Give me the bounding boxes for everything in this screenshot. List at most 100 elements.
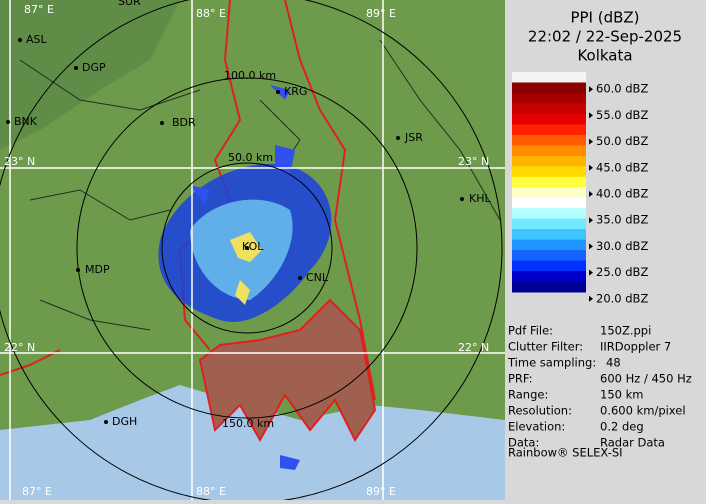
lon-label: 88° E — [196, 485, 226, 498]
delta — [198, 298, 377, 443]
info-label: PRF: — [508, 372, 533, 386]
ring-label: 100.0 km — [224, 69, 276, 82]
color-step — [512, 155, 586, 167]
city-dot — [6, 120, 10, 124]
info-label: Clutter Filter: — [508, 340, 583, 354]
legend-label: 50.0 dBZ — [596, 134, 648, 148]
lat-label: 22° N — [4, 341, 35, 354]
time: 22:02 / 22-Sep-2025 — [528, 28, 682, 46]
info-value: 0.2 deg — [600, 420, 644, 434]
legend-label: 25.0 dBZ — [596, 265, 648, 279]
echo-core — [230, 232, 262, 305]
info-value: 150Z.ppi — [600, 324, 651, 338]
city-dot — [104, 420, 108, 424]
color-step — [512, 145, 586, 157]
color-step — [512, 281, 586, 293]
city-label: KOL — [242, 240, 264, 253]
color-step — [512, 250, 586, 262]
city-label: DGP — [82, 61, 106, 74]
legend-arrow — [589, 112, 593, 119]
info-value: Radar Data — [600, 436, 665, 450]
city-label: BDR — [172, 116, 196, 129]
city-dot — [245, 246, 249, 250]
color-step — [512, 239, 586, 251]
legend-arrow — [589, 86, 593, 93]
legend-label: 55.0 dBZ — [596, 108, 648, 122]
city-label: KRG — [284, 85, 307, 98]
legend-label: 35.0 dBZ — [596, 213, 648, 227]
color-step — [512, 124, 586, 136]
city-label: SUR — [118, 0, 141, 8]
color-step — [512, 187, 586, 199]
color-step — [512, 134, 586, 146]
legend-label: 20.0 dBZ — [596, 291, 648, 305]
color-step — [512, 103, 586, 115]
ring-label: 150.0 km — [222, 417, 274, 430]
city-dot — [396, 136, 400, 140]
color-step — [512, 72, 586, 83]
lat-label: 23° N — [458, 155, 489, 168]
land-dark — [0, 0, 180, 150]
lon-label: 89° E — [366, 485, 396, 498]
color-step — [512, 166, 586, 178]
legend-arrow — [589, 217, 593, 224]
legend-label: 40.0 dBZ — [596, 187, 648, 201]
city-dot — [74, 66, 78, 70]
info-label: Elevation: — [508, 420, 565, 434]
lon-label: 87° E — [24, 3, 54, 16]
city-dot — [76, 268, 80, 272]
city-label: CNL — [306, 271, 329, 284]
info-label: Pdf File: — [508, 324, 553, 338]
map: ASL DGP BNK BDR KRG JSR KHL MDP KOL CNL … — [0, 0, 505, 504]
city-dot — [460, 197, 464, 201]
city-label: MDP — [85, 263, 110, 276]
info-label: Range: — [508, 388, 548, 402]
color-step — [512, 176, 586, 188]
color-step — [512, 218, 586, 230]
city-dot — [18, 38, 22, 42]
info-value: 600 Hz / 450 Hz — [600, 372, 692, 386]
ring-label: 50.0 km — [228, 151, 273, 164]
lon-label: 88° E — [196, 7, 226, 20]
legend-arrow — [589, 138, 593, 145]
color-step — [512, 113, 586, 125]
color-step — [512, 271, 586, 283]
lon-label: 89° E — [366, 7, 396, 20]
legend-label: 45.0 dBZ — [596, 160, 648, 174]
info-value: 0.600 km/pixel — [600, 404, 686, 418]
city-label: DGH — [112, 415, 137, 428]
legend-arrow — [589, 243, 593, 250]
title: PPI (dBZ) — [570, 9, 639, 27]
city-dot — [298, 276, 302, 280]
footer: Rainbow® SELEX-SI — [508, 446, 623, 460]
info-value: IIRDoppler 7 — [600, 340, 671, 354]
range-ring — [76, 77, 418, 419]
city-dot — [276, 90, 280, 94]
side-panel: PPI (dBZ) 22:02 / 22-Sep-2025 Kolkata 60… — [505, 0, 706, 500]
legend-arrow — [589, 295, 593, 302]
legend-label: 30.0 dBZ — [596, 239, 648, 253]
info-value: 48 — [606, 356, 621, 370]
legend-arrow — [589, 269, 593, 276]
color-step — [512, 229, 586, 241]
district-border — [19, 39, 501, 331]
station: Kolkata — [577, 47, 632, 65]
color-step — [512, 208, 586, 220]
color-step — [512, 92, 586, 104]
legend-arrow — [589, 191, 593, 197]
lat-label: 22° N — [458, 341, 489, 354]
city-label: BNK — [14, 115, 38, 128]
color-step — [512, 197, 586, 209]
lat-label: 23° N — [4, 155, 35, 168]
info-value: 150 km — [600, 388, 643, 402]
legend: 60.0 dBZ 55.0 dBZ 50.0 dBZ 45.0 dBZ 40.0 dBZ… — [512, 72, 648, 305]
city-label: KHL — [469, 192, 491, 205]
info: Pdf File: 150Z.ppi Clutter Filter: IIRDoppl… — [507, 324, 692, 450]
city-label: JSR — [404, 131, 423, 144]
legend-arrow — [589, 164, 593, 171]
city-label: ASL — [26, 33, 48, 46]
color-step — [512, 82, 586, 94]
legend-label: 60.0 dBZ — [596, 82, 648, 96]
city-dot — [160, 121, 164, 125]
